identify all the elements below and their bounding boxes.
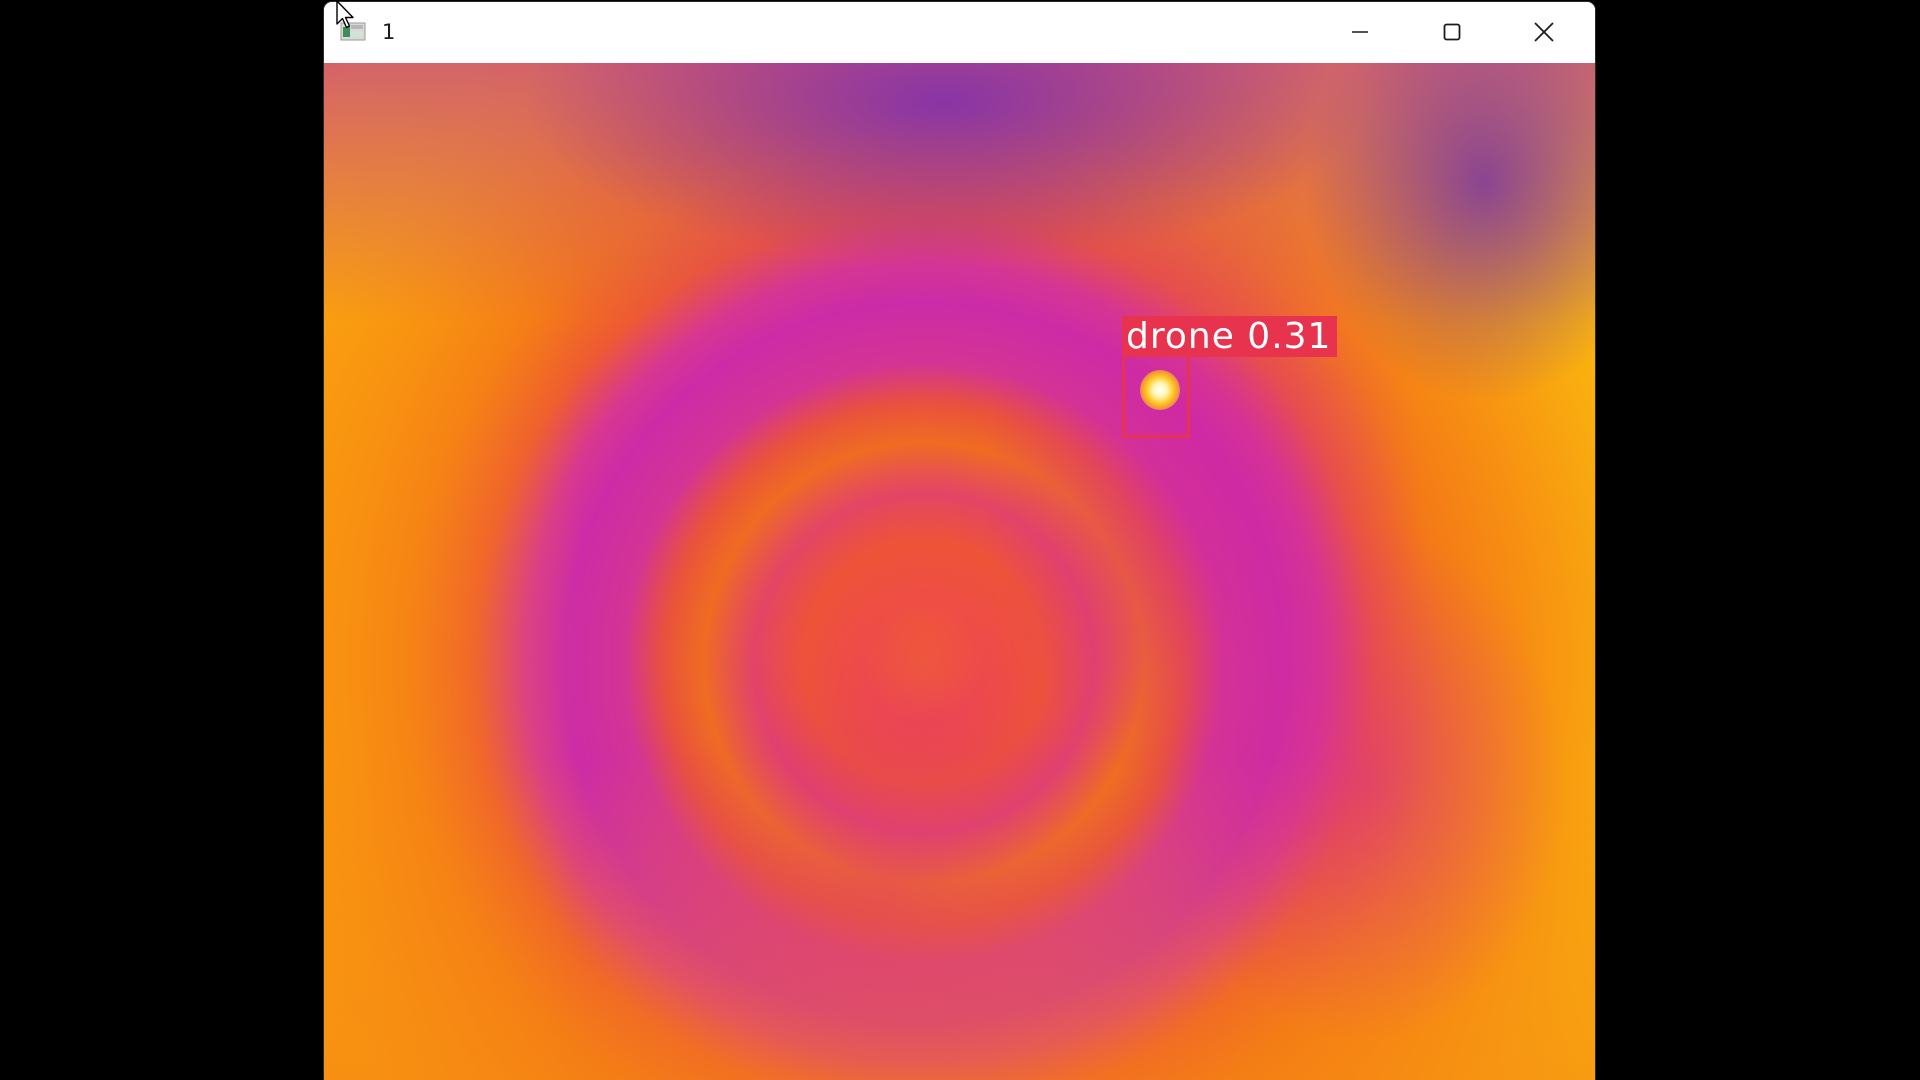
mouse-cursor-icon <box>336 0 354 29</box>
minimize-icon <box>1352 30 1368 33</box>
detection-bounding-box <box>1122 354 1190 438</box>
window-titlebar[interactable]: 1 <box>324 2 1595 61</box>
close-icon <box>1534 21 1554 42</box>
detection-label: drone 0.31 <box>1122 316 1338 357</box>
image-viewer-window: 1 drone <box>324 2 1595 1080</box>
maximize-button[interactable] <box>1406 2 1498 61</box>
drone-hotspot <box>1140 370 1180 410</box>
window-title: 1 <box>382 20 396 44</box>
thermal-swirl <box>324 63 1595 1080</box>
maximize-icon <box>1443 23 1461 40</box>
close-button[interactable] <box>1498 2 1590 61</box>
minimize-button[interactable] <box>1314 2 1406 61</box>
thermal-image-canvas: drone 0.31 <box>324 63 1595 1080</box>
